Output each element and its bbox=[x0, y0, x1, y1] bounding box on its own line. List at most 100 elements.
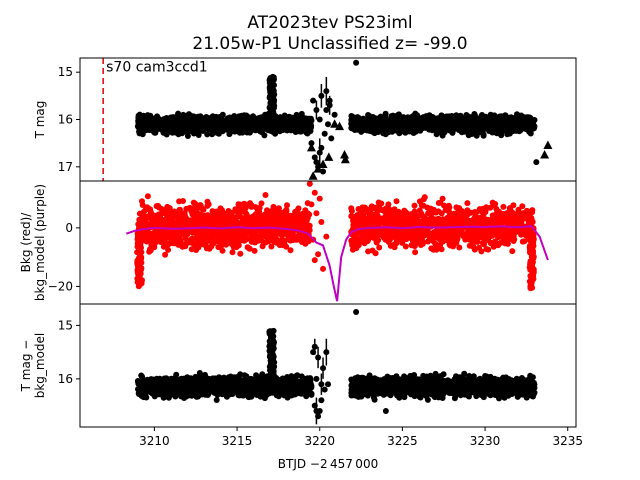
tmag-point bbox=[380, 115, 387, 122]
tmag-errorbar-point bbox=[318, 92, 325, 99]
tmag-point bbox=[274, 122, 281, 129]
bkg-point bbox=[258, 228, 265, 235]
tmag-point bbox=[213, 128, 220, 135]
bkg-point bbox=[506, 214, 513, 221]
tmag-point bbox=[511, 123, 518, 130]
bkg-point bbox=[226, 218, 233, 225]
bkg-point bbox=[171, 208, 178, 215]
bkg-point bbox=[393, 240, 400, 247]
tmag-ytick-label: 17 bbox=[58, 160, 73, 174]
bkg-point bbox=[526, 220, 533, 227]
bkg-point bbox=[176, 198, 183, 205]
tmag-point bbox=[215, 120, 221, 127]
tmag-point bbox=[189, 121, 195, 128]
bkg-point bbox=[149, 230, 156, 237]
tmag-point bbox=[281, 124, 288, 131]
tmag-point bbox=[482, 114, 488, 121]
bkg-point bbox=[304, 224, 310, 231]
bkg-point bbox=[476, 244, 482, 251]
tmag-ylabel: T mag bbox=[33, 101, 47, 140]
tmag-point bbox=[382, 131, 389, 138]
bkg-point bbox=[243, 228, 250, 235]
bkg-point bbox=[176, 206, 183, 213]
tmag-point bbox=[246, 129, 253, 136]
bkg-point bbox=[429, 215, 436, 222]
bkg-point bbox=[233, 238, 240, 244]
tmag-gap-point bbox=[321, 130, 328, 137]
bkg-point bbox=[498, 213, 505, 220]
bkg-point bbox=[241, 235, 248, 242]
tmag-upper-limit-marker bbox=[306, 142, 316, 152]
bkg-point bbox=[445, 202, 452, 209]
tmag-flare-point bbox=[270, 92, 277, 99]
bkg-point bbox=[190, 199, 197, 206]
tmag-point bbox=[226, 121, 233, 128]
bkg-point bbox=[173, 222, 180, 229]
bkg-point bbox=[493, 205, 500, 212]
tmag-point bbox=[261, 113, 268, 120]
bkg-point bbox=[422, 229, 429, 236]
bkg-point bbox=[270, 237, 277, 244]
tmag-flare-point bbox=[266, 86, 273, 93]
bkg-point bbox=[147, 236, 153, 243]
bkg-point bbox=[446, 209, 453, 216]
bkg-point bbox=[385, 218, 392, 225]
tmag-point bbox=[480, 132, 487, 139]
bkg-point bbox=[375, 232, 382, 238]
bkg-point bbox=[370, 220, 377, 227]
tmag-point bbox=[472, 118, 478, 125]
bkg-point bbox=[210, 229, 217, 236]
bkg-point bbox=[372, 213, 379, 220]
tmag-gap-point bbox=[328, 135, 335, 142]
bkg-point bbox=[234, 230, 241, 237]
tmag-gap-point bbox=[305, 125, 312, 132]
bkg-point bbox=[283, 211, 290, 218]
tmag-point bbox=[491, 112, 498, 119]
tmag-point bbox=[249, 114, 256, 121]
tmag-point bbox=[178, 125, 185, 132]
tmag-point bbox=[140, 119, 147, 126]
tmag-point bbox=[385, 122, 392, 129]
tmag-point bbox=[458, 119, 465, 126]
tmag-point bbox=[466, 114, 473, 121]
tmag-point bbox=[518, 112, 525, 119]
bkg-point bbox=[474, 238, 481, 245]
tmag-errorbar-point bbox=[326, 102, 333, 109]
bkg-point bbox=[400, 210, 406, 217]
bkg-point bbox=[251, 247, 258, 254]
bkg-point bbox=[438, 210, 445, 217]
annotation-label: s70 cam3ccd1 bbox=[106, 60, 208, 76]
tmag-point bbox=[154, 113, 161, 120]
bkg-point bbox=[294, 216, 301, 223]
bkg-point bbox=[188, 246, 195, 253]
bkg-point bbox=[415, 221, 422, 228]
bkg-point bbox=[519, 203, 526, 210]
tmag-flare-point bbox=[271, 97, 278, 104]
bkg-point bbox=[501, 233, 508, 240]
bkg-point bbox=[472, 227, 479, 234]
tmag-point bbox=[210, 121, 216, 128]
bkg-point bbox=[165, 234, 172, 241]
bkg-point bbox=[203, 234, 210, 241]
bkg-point bbox=[237, 250, 244, 257]
bkg-point bbox=[386, 213, 393, 220]
bkg-point bbox=[202, 239, 209, 246]
bkg-point bbox=[246, 245, 253, 252]
bkg-point bbox=[355, 236, 362, 243]
tmag-point bbox=[224, 126, 231, 133]
bkg-point bbox=[408, 211, 415, 218]
bkg-point bbox=[483, 246, 490, 252]
bkg-point bbox=[429, 209, 435, 216]
bkg-point bbox=[187, 217, 193, 224]
tmag-point bbox=[493, 126, 500, 133]
bkg-point bbox=[438, 246, 445, 253]
bkg-point bbox=[161, 243, 168, 250]
tmag-errorbar-point bbox=[323, 88, 330, 95]
bkg-point bbox=[378, 200, 385, 207]
tmag-gap-point bbox=[320, 168, 327, 175]
bkg-point bbox=[490, 243, 497, 250]
bkg-point bbox=[212, 220, 219, 227]
tmag-point bbox=[292, 121, 299, 128]
